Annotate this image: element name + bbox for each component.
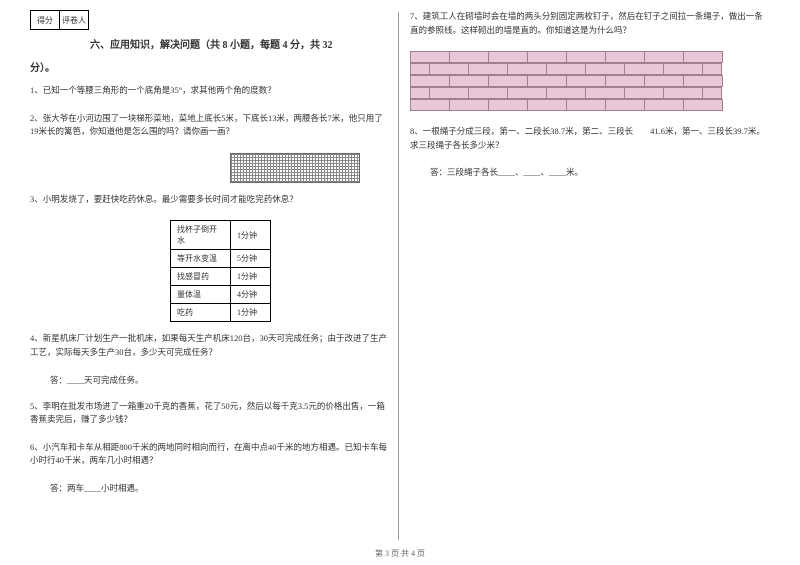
task-cell: 找感冒药: [171, 268, 231, 286]
question-8: 8、一根绳子分成三段，第一、二段长38.7米，第二、三段长 41.6米，第一、三…: [410, 125, 770, 152]
question-4: 4、新星机床厂计划生产一批机床，如果每天生产机床120台，30天可完成任务；由于…: [30, 332, 390, 359]
page-footer: 第 3 页 共 4 页: [0, 548, 800, 559]
section-title: 六、应用知识，解决问题（共 8 小题，每题 4 分，共 32: [90, 36, 390, 51]
answer-8: 答：三段绳子各长____、____、____米。: [430, 166, 770, 178]
brick-wall-diagram: [410, 51, 730, 111]
task-cell: 4分钟: [231, 286, 271, 304]
score-box: 得分 评卷人: [30, 10, 390, 30]
score-label: 得分: [30, 10, 60, 30]
task-cell: 吃药: [171, 304, 231, 322]
table-row: 吃药1分钟: [171, 304, 271, 322]
table-row: 找感冒药1分钟: [171, 268, 271, 286]
task-cell: 1分钟: [231, 304, 271, 322]
question-7: 7、建筑工人在砌墙时会在墙的两头分别固定两枚钉子，然后在钉子之间拉一条绳子，做出…: [410, 10, 770, 37]
grader-label: 评卷人: [59, 10, 89, 30]
task-cell: 等开水变温: [171, 250, 231, 268]
question-3: 3、小明发烧了，要赶快吃药休息。最少需要多长时间才能吃完药休息？: [30, 193, 390, 207]
question-2: 2、张大爷在小河边围了一块梯形菜地，菜地上底长5米，下底长13米，两腰各长7米，…: [30, 112, 390, 139]
table-row: 找杯子倒开水1分钟: [171, 221, 271, 250]
hatched-rectangle: [230, 153, 360, 183]
task-cell: 找杯子倒开水: [171, 221, 231, 250]
question-1: 1、已知一个等腰三角形的一个底角是35°，求其他两个角的度数？: [30, 84, 390, 98]
task-cell: 1分钟: [231, 221, 271, 250]
column-divider: [398, 12, 399, 540]
answer-4: 答：____天可完成任务。: [50, 374, 390, 386]
answer-6: 答：两车____小时相遇。: [50, 482, 390, 494]
task-cell: 5分钟: [231, 250, 271, 268]
task-table: 找杯子倒开水1分钟 等开水变温5分钟 找感冒药1分钟 量体温4分钟 吃药1分钟: [170, 220, 271, 322]
question-6: 6、小汽车和卡车从相距800千米的两地同时相向而行，在离中点40千米的地方相遇。…: [30, 441, 390, 468]
table-row: 量体温4分钟: [171, 286, 271, 304]
task-cell: 1分钟: [231, 268, 271, 286]
section-title-cont: 分）。: [30, 59, 390, 74]
question-5: 5、李明在批发市场进了一箱重20千克的香蕉，花了50元，然后以每千克3.5元的价…: [30, 400, 390, 427]
table-row: 等开水变温5分钟: [171, 250, 271, 268]
task-cell: 量体温: [171, 286, 231, 304]
